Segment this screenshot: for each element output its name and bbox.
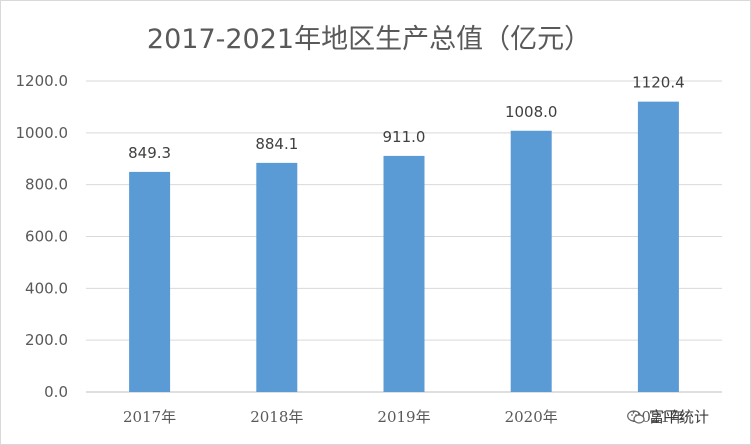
data-labels: 849.3 884.1 911.0 1008.0 1120.4: [128, 74, 685, 162]
data-label: 911.0: [383, 128, 426, 146]
bar: [129, 171, 171, 392]
y-tick-label: 400.0: [25, 279, 68, 297]
y-tick-label: 1000.0: [16, 124, 69, 142]
x-tick-label: 2019年: [377, 408, 430, 426]
data-label: 849.3: [128, 144, 171, 162]
bars: [129, 101, 679, 392]
y-tick-label: 0.0: [44, 383, 68, 401]
watermark: 富平统计: [627, 406, 709, 427]
x-tick-label: 2021年: [632, 408, 685, 426]
bar: [256, 162, 298, 392]
bar: [637, 101, 679, 392]
wechat-icon: [627, 409, 645, 424]
x-axis-ticks: 2017年 2018年 2019年 2020年 2021年: [123, 408, 685, 426]
watermark-text: 富平统计: [649, 408, 710, 426]
x-tick-label: 2017年: [123, 408, 176, 426]
y-tick-label: 1200.0: [16, 72, 69, 90]
y-tick-label: 200.0: [25, 331, 68, 349]
chart-title: 2017-2021年地区生产总值（亿元）: [147, 24, 591, 55]
bar: [383, 155, 425, 392]
bar: [510, 130, 552, 392]
x-tick-label: 2018年: [250, 408, 303, 426]
data-label: 884.1: [255, 135, 298, 153]
y-tick-label: 800.0: [25, 176, 68, 194]
x-tick-label: 2020年: [505, 408, 558, 426]
y-axis-ticks: 0.0 200.0 400.0 600.0 800.0 1000.0 1200.0: [16, 72, 69, 401]
data-label: 1120.4: [632, 74, 685, 92]
data-label: 1008.0: [505, 103, 558, 121]
y-tick-label: 600.0: [25, 228, 68, 246]
